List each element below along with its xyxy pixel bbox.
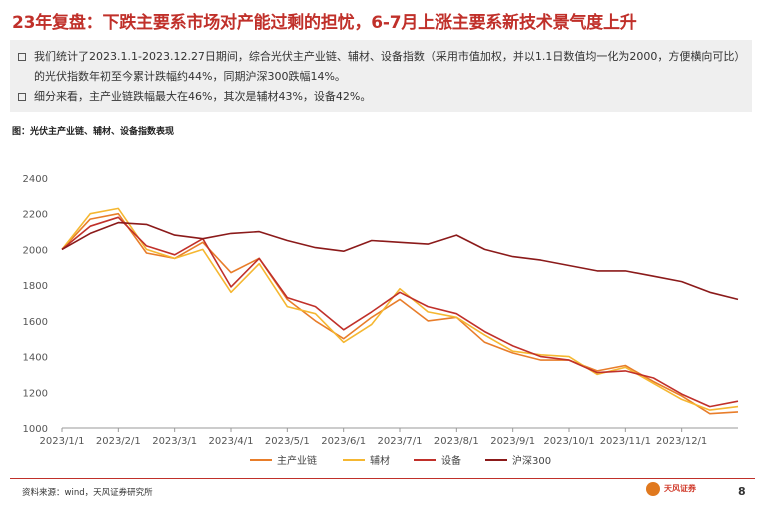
y-tick-label: 2000 xyxy=(23,245,48,256)
x-tick-label: 2023/1/1 xyxy=(40,436,85,447)
checkbox-bullet-icon xyxy=(18,53,26,61)
source-note: 资料来源：wind，天风证券研究所 xyxy=(22,488,153,498)
page-title: 23年复盘：下跌主要系市场对产能过剩的担忧，6-7月上涨主要系新技术景气度上升 xyxy=(12,13,637,33)
checkbox-bullet-icon xyxy=(18,93,26,101)
summary-text: 细分来看，主产业链跌幅最大在46%，其次是辅材43%，设备42%。 xyxy=(34,90,372,103)
y-tick-label: 2200 xyxy=(23,210,48,221)
y-tick-label: 1800 xyxy=(23,281,48,292)
y-tick-label: 2400 xyxy=(23,174,48,185)
logo-flower-icon xyxy=(646,482,660,496)
summary-box: 我们统计了2023.1.1-2023.12.27日期间，综合光伏主产业链、辅材、… xyxy=(10,40,752,112)
company-logo: 天风证券 xyxy=(646,480,704,502)
x-tick-label: 2023/2/1 xyxy=(96,436,141,447)
x-tick-label: 2023/12/1 xyxy=(656,436,707,447)
logo-text: 天风证券 xyxy=(664,484,696,493)
footer-divider xyxy=(10,478,755,479)
x-tick-label: 2023/4/1 xyxy=(209,436,254,447)
y-tick-label: 1400 xyxy=(23,353,48,364)
summary-text: 我们统计了2023.1.1-2023.12.27日期间，综合光伏主产业链、辅材、… xyxy=(34,50,740,83)
line-chart: 1000 1200 1400 1600 1800 2000 2200 2400 2023/1/1… xyxy=(23,174,739,467)
series-line-equip xyxy=(61,216,739,408)
legend-label: 沪深300 xyxy=(512,454,551,467)
legend-label: 设备 xyxy=(441,454,461,467)
x-tick-label: 2023/8/1 xyxy=(434,436,479,447)
legend-label: 辅材 xyxy=(370,454,390,467)
x-tick-label: 2023/6/1 xyxy=(321,436,366,447)
series-line-hs300 xyxy=(61,221,739,301)
y-tick-label: 1000 xyxy=(23,424,48,435)
summary-bullet: 我们统计了2023.1.1-2023.12.27日期间，综合光伏主产业链、辅材、… xyxy=(18,47,744,87)
summary-bullet: 细分来看，主产业链跌幅最大在46%，其次是辅材43%，设备42%。 xyxy=(18,87,744,107)
page-number: 8 xyxy=(738,485,746,498)
y-tick-label: 1600 xyxy=(23,317,48,328)
x-tick-label: 2023/7/1 xyxy=(378,436,423,447)
legend-label: 主产业链 xyxy=(277,454,317,467)
x-tick-label: 2023/10/1 xyxy=(543,436,594,447)
x-tick-label: 2023/5/1 xyxy=(265,436,310,447)
x-tick-label: 2023/3/1 xyxy=(152,436,197,447)
series-line-aux xyxy=(61,207,739,411)
y-tick-label: 1200 xyxy=(23,388,48,399)
series-line-main xyxy=(61,212,739,415)
figure-caption: 图：光伏主产业链、辅材、设备指数表现 xyxy=(12,127,175,137)
x-tick-label: 2023/11/1 xyxy=(600,436,651,447)
x-tick-label: 2023/9/1 xyxy=(490,436,535,447)
